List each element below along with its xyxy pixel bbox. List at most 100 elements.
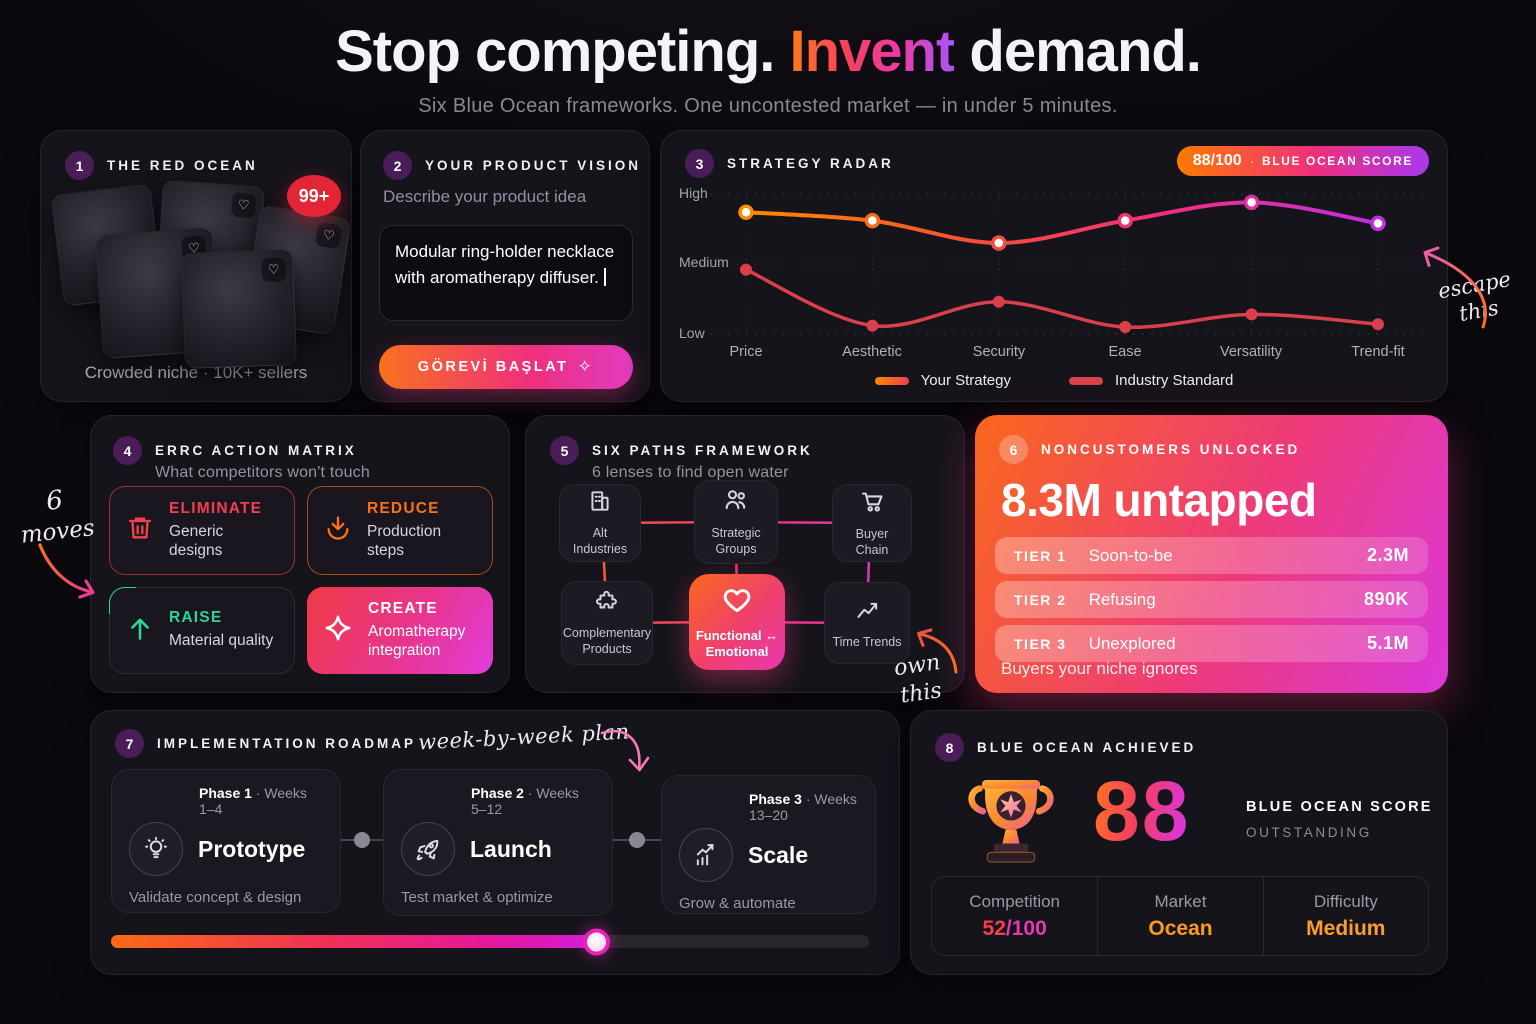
sparkle-icon: ✧ bbox=[577, 357, 595, 376]
card-title-errc: ERRC ACTION MATRIX bbox=[155, 443, 357, 458]
strategy-line-chart bbox=[701, 187, 1423, 341]
card-blue-ocean-achieved: 8 BLUE OCEAN ACHIEVED bbox=[910, 710, 1448, 975]
errc-tile-reduce: REDUCE Production steps bbox=[307, 486, 493, 575]
noncustomers-footer: Buyers your niche ignores bbox=[1001, 659, 1198, 678]
step-badge-3: 3 bbox=[685, 149, 714, 178]
card-title-roadmap: IMPLEMENTATION ROADMAP bbox=[157, 736, 416, 751]
step-badge-5: 5 bbox=[550, 436, 579, 465]
x-label: Ease bbox=[1108, 344, 1142, 360]
roadmap-progress-slider[interactable] bbox=[111, 928, 869, 955]
arrow-down-tray-icon bbox=[324, 514, 352, 547]
page-title: Stop competing. Invent demand. bbox=[335, 19, 1202, 84]
card-title-product-vision: YOUR PRODUCT VISION bbox=[425, 158, 642, 173]
page-subtitle: Six Blue Ocean frameworks. One uncontest… bbox=[418, 95, 1118, 117]
arrow-up-icon bbox=[126, 614, 154, 647]
x-label: Security bbox=[972, 344, 1026, 360]
red-ocean-caption: Crowded niche · 10K+ sellers bbox=[84, 363, 308, 382]
product-photo: ♡ bbox=[181, 249, 297, 369]
card-strategy-radar: 3 STRATEGY RADAR 88/100 · BLUE OCEAN SCO… bbox=[660, 130, 1448, 402]
trash-icon bbox=[126, 514, 154, 547]
heart-icon bbox=[721, 584, 753, 621]
seller-count-badge: 99+ bbox=[287, 175, 341, 217]
step-badge-2: 2 bbox=[383, 151, 412, 180]
x-label: Price bbox=[729, 344, 763, 360]
phase-card-scale: Phase 3 · Weeks 13–20 Scale Grow & autom… bbox=[661, 775, 876, 914]
errc-tile-create: CREATE Aromatherapy integration bbox=[307, 586, 493, 674]
favorite-button[interactable]: ♡ bbox=[261, 257, 287, 283]
card-six-paths: 5 SIX PATHS FRAMEWORK 6 lenses to find o… bbox=[525, 415, 965, 693]
score-labels: BLUE OCEAN SCORE OUTSTANDING bbox=[1246, 799, 1433, 840]
card-title-noncustomers: NONCUSTOMERS UNLOCKED bbox=[1041, 442, 1301, 457]
path-node-functional-emotional: Functional ↔ Emotional bbox=[689, 574, 785, 670]
six-moves-arrow bbox=[38, 543, 95, 599]
blue-ocean-score-badge: 88/100 · BLUE OCEAN SCORE bbox=[1176, 146, 1429, 176]
tier-row: TIER 1 Soon-to-be 2.3M bbox=[995, 537, 1428, 574]
week-plan-arrow bbox=[600, 730, 650, 772]
card-noncustomers: 6 NONCUSTOMERS UNLOCKED 8.3M untapped TI… bbox=[975, 415, 1448, 693]
favorite-button[interactable]: ♡ bbox=[230, 192, 257, 219]
product-idea-input[interactable]: Modular ring-holder necklace with aromat… bbox=[379, 225, 633, 321]
card-red-ocean: 1 THE RED OCEAN 99+ ♡ ♡ ♡ ♡ Crowded nich… bbox=[40, 130, 352, 402]
escape-arrow bbox=[1423, 246, 1487, 329]
errc-grid: ELIMINATE Generic designs REDUCE Productio… bbox=[109, 486, 493, 674]
x-label: Aesthetic bbox=[842, 344, 902, 360]
y-tick-low: Low bbox=[679, 325, 705, 341]
six-paths-subtitle: 6 lenses to find open water bbox=[592, 464, 789, 481]
stat-difficulty: Difficulty Medium bbox=[1262, 877, 1428, 955]
puzzle-icon bbox=[594, 588, 620, 619]
card-title-six-paths: SIX PATHS FRAMEWORK bbox=[592, 443, 813, 458]
x-label: Versatility bbox=[1219, 344, 1283, 360]
path-node-complementary-products: Complementary Products bbox=[561, 581, 653, 665]
cart-icon bbox=[859, 488, 886, 520]
card-title-strategy-radar: STRATEGY RADAR bbox=[727, 156, 894, 171]
trend-arrow-icon bbox=[854, 596, 881, 628]
own-this-arrow bbox=[917, 628, 958, 674]
step-badge-4: 4 bbox=[113, 436, 142, 465]
stat-competition: Competition 52/100 bbox=[969, 891, 1061, 940]
step-badge-1: 1 bbox=[65, 151, 94, 180]
phase-connector-dot bbox=[354, 832, 370, 848]
errc-tile-raise: RAISE Material quality bbox=[109, 586, 295, 674]
card-title-achieved: BLUE OCEAN ACHIEVED bbox=[977, 740, 1197, 755]
text-caret bbox=[603, 267, 606, 286]
untapped-headline: 8.3M untapped bbox=[1001, 474, 1317, 526]
sparkle-icon bbox=[323, 613, 353, 648]
card-title-red-ocean: THE RED OCEAN bbox=[107, 158, 258, 173]
legend-swatch-red bbox=[1068, 376, 1103, 385]
legend-swatch-gradient bbox=[874, 376, 909, 385]
start-mission-button[interactable]: GÖREVİ BAŞLAT ✧ bbox=[379, 345, 633, 389]
legend-industry-standard: Industry Standard bbox=[1068, 372, 1233, 389]
users-icon bbox=[722, 486, 750, 519]
step-badge-7: 7 bbox=[115, 729, 144, 758]
vision-input-label: Describe your product idea bbox=[383, 187, 587, 206]
slider-thumb[interactable] bbox=[583, 928, 611, 955]
phase-card-launch: Phase 2 · Weeks 5–12 Launch Test market … bbox=[383, 769, 613, 916]
y-tick-high: High bbox=[679, 185, 708, 201]
path-node-time-trends: Time Trends bbox=[824, 582, 910, 664]
errc-subtitle: What competitors won't touch bbox=[155, 464, 370, 481]
legend-your-strategy: Your Strategy bbox=[874, 372, 1011, 389]
card-errc-matrix: 4 ERRC ACTION MATRIX What competitors wo… bbox=[90, 415, 510, 693]
path-node-strategic-groups: Strategic Groups bbox=[694, 480, 778, 564]
building-icon bbox=[587, 488, 613, 519]
favorite-button[interactable]: ♡ bbox=[315, 221, 343, 250]
path-node-buyer-chain: Buyer Chain bbox=[832, 484, 912, 562]
step-badge-8: 8 bbox=[935, 733, 964, 762]
card-roadmap: 7 IMPLEMENTATION ROADMAP Phase 1 · Weeks… bbox=[90, 710, 900, 975]
card-product-vision: 2 YOUR PRODUCT VISION Describe your prod… bbox=[360, 130, 650, 402]
errc-tile-eliminate: ELIMINATE Generic designs bbox=[109, 486, 295, 575]
score-stats-row: Competition 52/100 Market Ocean Difficul… bbox=[931, 876, 1429, 956]
phase-card-prototype: Phase 1 · Weeks 1–4 Prototype Validate c… bbox=[111, 769, 341, 913]
phase-connector-dot bbox=[629, 832, 645, 848]
growth-chart-icon bbox=[679, 828, 733, 882]
score-number: 88 bbox=[1093, 764, 1191, 858]
slider-fill bbox=[111, 928, 611, 955]
step-badge-6: 6 bbox=[999, 435, 1028, 464]
lightbulb-icon bbox=[129, 822, 183, 876]
tier-row: TIER 2 Refusing 890K bbox=[995, 581, 1428, 618]
tier-row: TIER 3 Unexplored 5.1M bbox=[995, 625, 1428, 662]
x-label: Trend-fit bbox=[1351, 344, 1405, 360]
path-node-alt-industries: Alt Industries bbox=[559, 484, 641, 562]
trophy-icon bbox=[957, 767, 1065, 880]
